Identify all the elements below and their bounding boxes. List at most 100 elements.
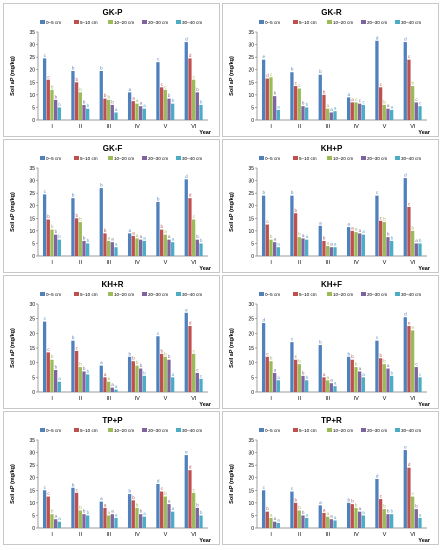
- bar-significance-label: d: [185, 37, 188, 42]
- bar-significance-label: b: [196, 502, 199, 507]
- bar: [139, 368, 143, 392]
- bar-significance-label: a: [132, 230, 135, 235]
- bar-significance-label: a: [327, 375, 330, 380]
- bar-significance-label: d: [189, 321, 192, 326]
- legend-swatch: [74, 20, 79, 24]
- legend-label: 10–20 cm: [333, 292, 353, 297]
- bar-significance-label: b: [355, 362, 358, 367]
- bar: [131, 235, 135, 256]
- legend-label: 5–10 cm: [80, 428, 98, 433]
- legend-label: 10–20 cm: [114, 292, 134, 297]
- bar: [407, 59, 411, 120]
- bar-significance-label: a: [351, 225, 354, 230]
- legend-label: 0–5 cm: [265, 292, 280, 297]
- bar: [293, 359, 298, 392]
- bar: [273, 96, 277, 120]
- bar-significance-label: b: [323, 89, 326, 94]
- bar: [301, 375, 305, 392]
- bar-significance-label: c: [161, 486, 164, 491]
- y-tick-label: 25: [248, 55, 254, 61]
- bar: [414, 509, 418, 528]
- bar: [418, 106, 422, 120]
- legend-swatch: [74, 428, 79, 432]
- bar-significance-label: a: [108, 510, 111, 515]
- legend-label: 0–5 cm: [46, 156, 61, 161]
- y-tick-label: 30: [29, 179, 35, 185]
- y-tick-label: 20: [29, 476, 35, 482]
- bar: [329, 383, 333, 392]
- bar: [297, 88, 301, 120]
- legend-swatch: [327, 20, 332, 24]
- chart-panel: GK-F 0–5 cm 5–10 cm 10–20 cm 20–30 cm 30–40 c…: [3, 139, 220, 273]
- bar: [390, 109, 394, 120]
- bar: [318, 225, 322, 256]
- bar-significance-label: c: [44, 189, 47, 194]
- bar-significance-label: b: [387, 232, 390, 237]
- bar: [265, 356, 269, 392]
- bar: [265, 511, 269, 528]
- legend-label: 0–5 cm: [46, 428, 61, 433]
- bar-significance-label: c: [291, 486, 294, 491]
- bar: [131, 101, 135, 120]
- bar: [99, 188, 103, 256]
- bar-significance-label: a: [132, 96, 135, 101]
- bar-significance-label: b: [302, 510, 305, 515]
- bar: [184, 455, 188, 528]
- bar-significance-label: b: [87, 369, 90, 374]
- bar: [135, 507, 139, 528]
- bar-significance-label: e: [412, 325, 415, 330]
- bar: [361, 234, 365, 256]
- bar: [305, 380, 309, 392]
- bar-significance-label: b: [295, 208, 298, 213]
- bar-significance-label: b: [76, 77, 79, 82]
- bar-significance-label: b: [83, 509, 86, 514]
- x-tick-label: VI: [191, 260, 197, 266]
- chart-svg: TP+R 0–5 cm 5–10 cm 10–20 cm 20–30 cm 30–40 c…: [229, 416, 431, 544]
- bar-significance-label: a: [115, 242, 118, 247]
- bar: [269, 239, 273, 256]
- bar: [103, 377, 107, 392]
- bar-significance-label: a: [58, 516, 61, 521]
- bar-significance-label: b: [55, 94, 58, 99]
- bar: [82, 240, 86, 256]
- bar-significance-label: b: [79, 505, 82, 510]
- bar-significance-label: b: [58, 102, 61, 107]
- y-tick-label: 25: [248, 191, 254, 197]
- bar-significance-label: a: [168, 499, 171, 504]
- bar-significance-label: a: [306, 234, 309, 239]
- x-axis-label: Year: [418, 266, 430, 272]
- bar-significance-label: b: [132, 495, 135, 500]
- chart-panel: KH+P 0–5 cm 5–10 cm 10–20 cm 20–30 cm 30–40 c…: [222, 139, 439, 273]
- bar-significance-label: a: [172, 237, 175, 242]
- x-axis-label: Year: [199, 538, 211, 544]
- bar-significance-label: d: [189, 465, 192, 470]
- bar-significance-label: a: [330, 378, 333, 383]
- bar-significance-label: b: [319, 69, 322, 74]
- bar-significance-label: c: [295, 354, 298, 359]
- bar: [110, 242, 114, 256]
- bar-significance-label: c: [359, 98, 362, 103]
- bar-significance-label: b: [323, 235, 326, 240]
- bar-significance-label: b: [157, 196, 160, 201]
- bar: [127, 92, 132, 120]
- bar: [318, 505, 322, 528]
- bar: [410, 230, 415, 256]
- bar-significance-label: a: [327, 511, 330, 516]
- bar-significance-label: a: [334, 242, 337, 247]
- bar: [99, 365, 103, 392]
- bar-significance-label: a: [100, 360, 103, 365]
- bar: [195, 372, 199, 392]
- chart-panel: GK-R 0–5 cm 5–10 cm 10–20 cm 20–30 cm 30–40 c…: [222, 3, 439, 137]
- bar: [99, 501, 103, 528]
- x-tick-label: V: [383, 396, 387, 402]
- bar: [390, 240, 394, 256]
- y-tick-label: 35: [29, 166, 35, 172]
- bar-significance-label: b: [83, 235, 86, 240]
- bar-significance-label: a: [274, 237, 277, 242]
- x-tick-label: V: [164, 532, 168, 538]
- bar: [163, 356, 167, 392]
- y-tick-label: 35: [29, 30, 35, 36]
- bar-significance-label: a: [355, 227, 358, 232]
- bar: [191, 219, 196, 256]
- y-tick-label: 30: [248, 451, 254, 457]
